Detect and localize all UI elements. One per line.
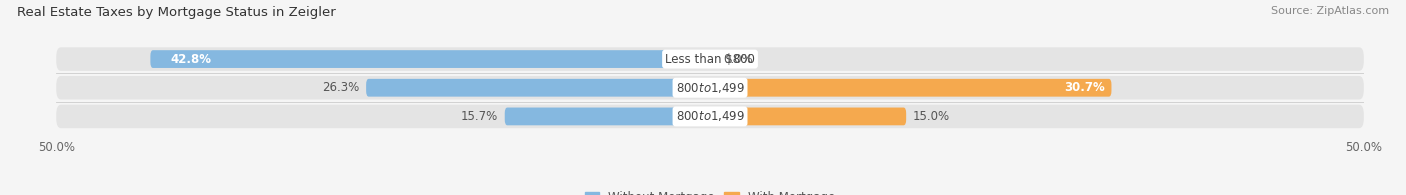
Text: 26.3%: 26.3% <box>322 81 360 94</box>
Legend: Without Mortgage, With Mortgage: Without Mortgage, With Mortgage <box>585 191 835 195</box>
Text: Less than $800: Less than $800 <box>665 53 755 66</box>
FancyBboxPatch shape <box>56 47 1364 71</box>
FancyBboxPatch shape <box>150 50 710 68</box>
FancyBboxPatch shape <box>56 76 1364 99</box>
Text: Real Estate Taxes by Mortgage Status in Zeigler: Real Estate Taxes by Mortgage Status in … <box>17 6 336 19</box>
Text: 15.7%: 15.7% <box>461 110 498 123</box>
FancyBboxPatch shape <box>505 107 710 125</box>
Text: 0.0%: 0.0% <box>723 53 752 66</box>
FancyBboxPatch shape <box>366 79 710 97</box>
Text: $800 to $1,499: $800 to $1,499 <box>675 109 745 123</box>
Text: 42.8%: 42.8% <box>170 53 211 66</box>
Text: $800 to $1,499: $800 to $1,499 <box>675 81 745 95</box>
FancyBboxPatch shape <box>710 107 905 125</box>
Text: 30.7%: 30.7% <box>1064 81 1105 94</box>
Text: 15.0%: 15.0% <box>912 110 950 123</box>
FancyBboxPatch shape <box>56 105 1364 128</box>
FancyBboxPatch shape <box>710 79 1112 97</box>
Text: Source: ZipAtlas.com: Source: ZipAtlas.com <box>1271 6 1389 16</box>
